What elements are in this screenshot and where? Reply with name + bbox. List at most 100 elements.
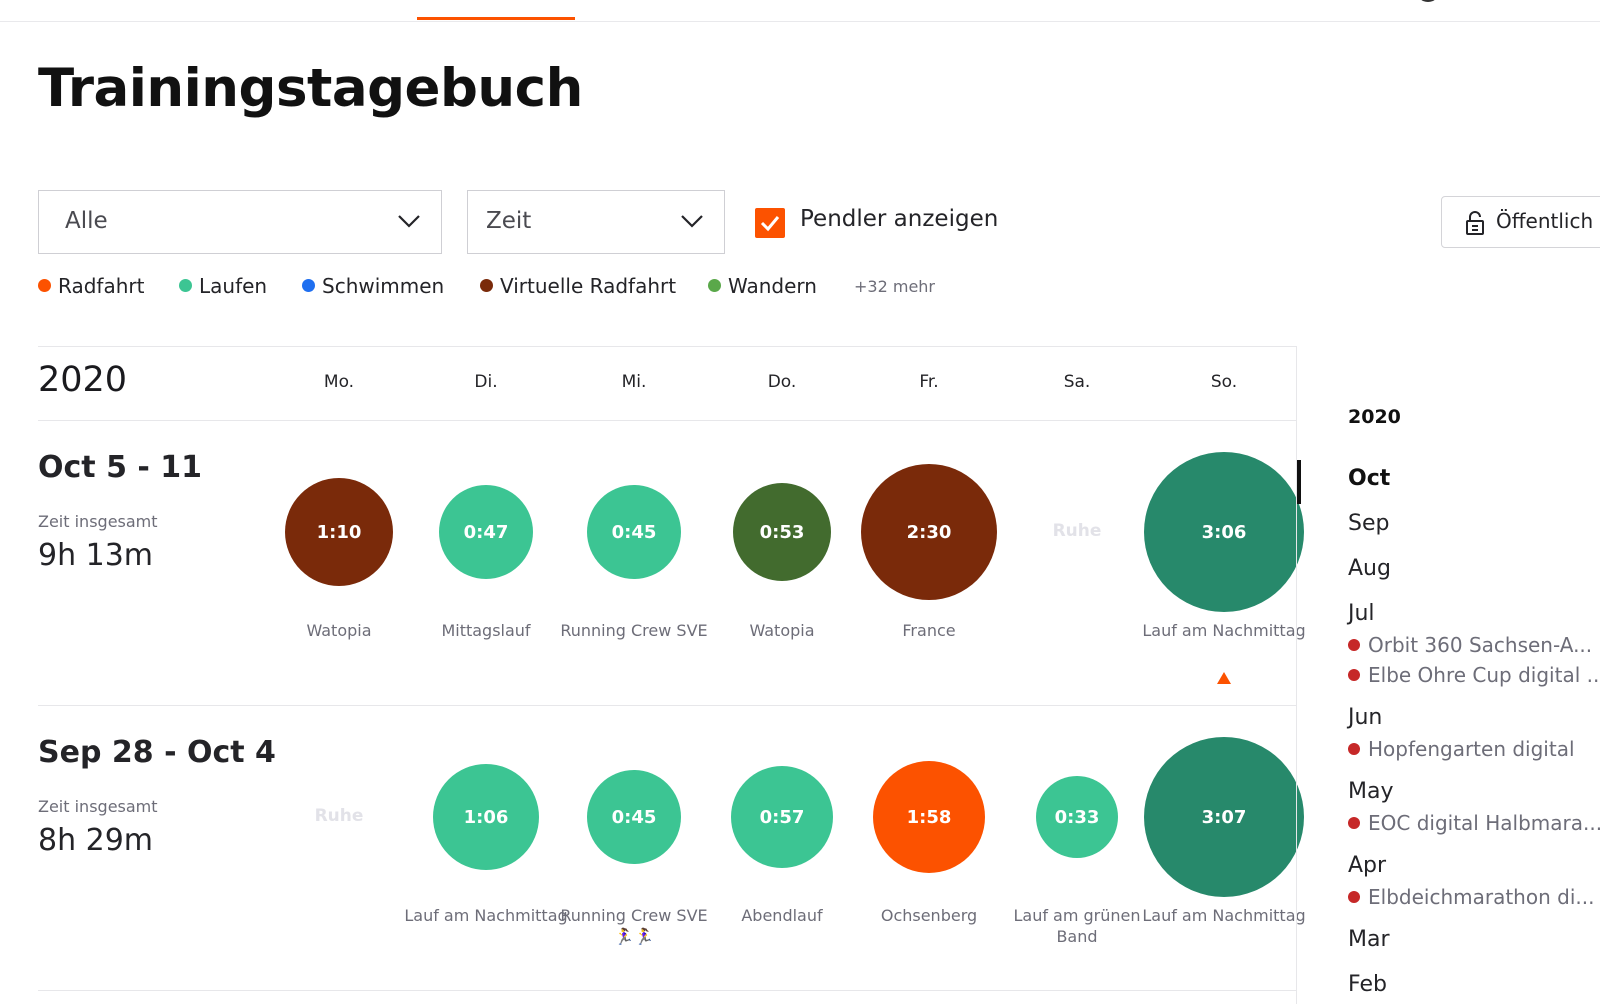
race-dot xyxy=(1348,639,1360,651)
sidebar-month[interactable]: Feb xyxy=(1348,972,1387,997)
activity-time: 1:58 xyxy=(906,806,952,828)
visibility-label: Öffentlich xyxy=(1496,209,1594,233)
weekday-label: Mo. xyxy=(323,372,355,392)
activity-bubble[interactable]: 2:30 xyxy=(861,464,997,600)
legend-more-link[interactable]: +32 mehr xyxy=(854,277,935,296)
legend-item[interactable]: Laufen xyxy=(179,274,267,300)
race-name: Orbit 360 Sachsen-A... xyxy=(1368,633,1593,657)
weekday-label: Do. xyxy=(767,372,797,392)
week-range: Oct 5 - 11 xyxy=(38,450,203,485)
activity-name[interactable]: Abendlauf xyxy=(741,906,823,925)
race-dot xyxy=(1348,743,1360,755)
activity-bubble[interactable]: 0:45 xyxy=(587,770,681,864)
activity-time: 1:06 xyxy=(463,806,509,828)
race-name: EOC digital Halbmara... xyxy=(1368,811,1600,835)
divider xyxy=(38,990,1296,991)
activity-bubble[interactable]: 0:57 xyxy=(731,766,833,868)
sidebar-month[interactable]: Mar xyxy=(1348,927,1390,952)
activity-bubble[interactable]: 1:06 xyxy=(433,764,539,870)
divider xyxy=(38,420,1296,421)
active-month-marker xyxy=(1297,460,1301,504)
activity-name[interactable]: Lauf am Nachmittag xyxy=(1142,621,1306,640)
sidebar-year: 2020 xyxy=(1348,406,1401,428)
activity-name[interactable]: Running Crew SVE xyxy=(560,621,708,640)
divider xyxy=(38,346,1296,347)
legend-dot xyxy=(179,279,192,292)
commute-checkbox[interactable] xyxy=(755,208,785,238)
legend-label: Laufen xyxy=(199,274,268,298)
sidebar-month[interactable]: Apr xyxy=(1348,853,1387,878)
activity-name[interactable]: Lauf am grünen Band xyxy=(1013,906,1141,946)
sidebar-race[interactable]: EOC digital Halbmara... xyxy=(1348,811,1600,835)
activity-name[interactable]: Ochsenberg xyxy=(880,906,978,925)
lock-icon xyxy=(1466,211,1484,235)
activity-name[interactable]: Lauf am Nachmittag xyxy=(404,906,568,925)
divider xyxy=(38,705,1296,706)
activity-bubble[interactable]: 0:45 xyxy=(587,485,681,579)
week-total-label: Zeit insgesamt xyxy=(38,797,158,816)
activity-time: 2:30 xyxy=(906,521,952,543)
activity-time: 0:33 xyxy=(1054,806,1100,828)
week-total-label: Zeit insgesamt xyxy=(38,512,158,531)
rest-day: Ruhe xyxy=(314,806,364,826)
sidebar-race[interactable]: Orbit 360 Sachsen-A... xyxy=(1348,633,1600,657)
calendar-year: 2020 xyxy=(38,360,128,400)
activity-bubble[interactable]: 0:53 xyxy=(733,483,831,581)
activity-time: 0:53 xyxy=(759,521,805,543)
activity-name[interactable]: Mittagslauf xyxy=(441,621,531,640)
legend-item[interactable]: Radfahrt xyxy=(38,274,144,300)
metric-select[interactable]: Zeit xyxy=(467,190,725,254)
sidebar-month[interactable]: May xyxy=(1348,779,1394,804)
activity-time: 3:07 xyxy=(1201,806,1247,828)
legend-dot xyxy=(302,279,315,292)
legend-item[interactable]: Wandern xyxy=(708,274,817,300)
sidebar-race[interactable]: Elbdeichmarathon di... xyxy=(1348,885,1600,909)
legend-label: Schwimmen xyxy=(322,274,445,298)
sidebar-month[interactable]: Jun xyxy=(1348,705,1383,730)
race-name: Hopfengarten digital xyxy=(1368,737,1575,761)
activity-type-value: Alle xyxy=(65,208,108,234)
legend-dot xyxy=(38,279,51,292)
activity-time: 0:47 xyxy=(463,521,509,543)
activity-bubble[interactable]: 0:33 xyxy=(1036,776,1118,858)
legend-item[interactable]: Virtuelle Radfahrt xyxy=(480,274,676,300)
week-total: 8h 29m xyxy=(38,823,154,858)
visibility-button[interactable]: Öffentlich xyxy=(1441,196,1600,248)
sidebar-race[interactable]: Elbe Ohre Cup digital ... xyxy=(1348,663,1600,687)
race-name: Elbdeichmarathon di... xyxy=(1368,885,1595,909)
activity-name[interactable]: Watopia xyxy=(306,621,372,640)
activity-time: 3:06 xyxy=(1201,521,1247,543)
sidebar-month[interactable]: Aug xyxy=(1348,556,1391,581)
avatar-edge[interactable] xyxy=(1416,0,1440,2)
sidebar-month[interactable]: Jul xyxy=(1348,601,1375,626)
checkmark-icon xyxy=(760,216,780,232)
sidebar-race[interactable]: Hopfengarten digital xyxy=(1348,737,1600,761)
race-dot xyxy=(1348,669,1360,681)
week-range: Sep 28 - Oct 4 xyxy=(38,735,276,770)
chevron-down-icon xyxy=(681,215,703,228)
activity-bubble[interactable]: 0:47 xyxy=(439,485,533,579)
activity-time: 0:57 xyxy=(759,806,805,828)
commute-label[interactable]: Pendler anzeigen xyxy=(800,206,999,232)
activity-name[interactable]: France xyxy=(902,621,956,640)
race-dot xyxy=(1348,891,1360,903)
achievement-triangle-icon xyxy=(1217,672,1231,684)
activity-bubble[interactable]: 3:06 xyxy=(1144,452,1304,612)
activity-bubble[interactable]: 1:10 xyxy=(285,478,393,586)
activity-time: 0:45 xyxy=(611,521,657,543)
activity-bubble[interactable]: 1:58 xyxy=(873,761,985,873)
legend-dot xyxy=(708,279,721,292)
legend-item[interactable]: Schwimmen xyxy=(302,274,444,300)
sidebar-month[interactable]: Sep xyxy=(1348,511,1390,536)
sidebar-month[interactable]: Oct xyxy=(1348,466,1391,491)
activity-time: 0:45 xyxy=(611,806,657,828)
activity-type-select[interactable]: Alle xyxy=(38,190,442,254)
sidebar-divider xyxy=(1296,346,1297,1004)
activity-bubble[interactable]: 3:07 xyxy=(1144,737,1304,897)
weekday-label: Di. xyxy=(474,372,498,392)
activity-name[interactable]: Running Crew SVE 🏃‍♀️🏃‍♀️ xyxy=(560,906,708,946)
week-total: 9h 13m xyxy=(38,538,154,573)
activity-name[interactable]: Watopia xyxy=(749,621,815,640)
activity-name[interactable]: Lauf am Nachmittag xyxy=(1142,906,1306,925)
top-navigation xyxy=(0,0,1600,22)
